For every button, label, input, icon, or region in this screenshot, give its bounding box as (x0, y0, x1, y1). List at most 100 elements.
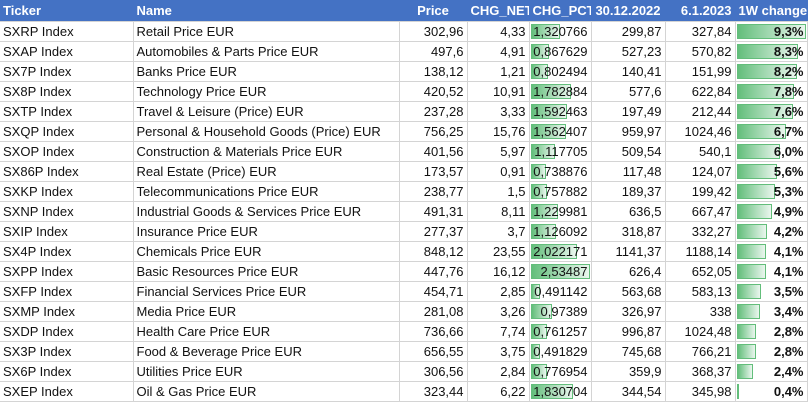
col-header-chg-pct[interactable]: CHG_PCT (529, 0, 592, 22)
price-cell[interactable]: 497,6 (399, 41, 468, 62)
ticker-cell[interactable]: SXOP Index (0, 141, 134, 162)
ticker-cell[interactable]: SXNP Index (0, 201, 134, 222)
price-cell[interactable]: 656,55 (399, 341, 468, 362)
name-cell[interactable]: Chemicals Price EUR (133, 241, 400, 262)
chg-net-cell[interactable]: 4,33 (467, 21, 530, 42)
chg-net-cell[interactable]: 4,91 (467, 41, 530, 62)
chg-pct-cell[interactable]: 0,738876 (529, 161, 592, 182)
week-change-cell[interactable]: 3,5% (735, 281, 808, 302)
date1-cell[interactable]: 344,54 (591, 381, 666, 402)
table-row[interactable]: SXNP Index Industrial Goods & Services Pr… (0, 201, 808, 222)
ticker-cell[interactable]: SXIP Index (0, 221, 134, 242)
name-cell[interactable]: Oil & Gas Price EUR (133, 381, 400, 402)
date1-cell[interactable]: 745,68 (591, 341, 666, 362)
week-change-cell[interactable]: 4,1% (735, 241, 808, 262)
col-header-date-2[interactable]: 6.1.2023 (665, 0, 736, 22)
name-cell[interactable]: Media Price EUR (133, 301, 400, 322)
ticker-cell[interactable]: SXEP Index (0, 381, 134, 402)
table-row[interactable]: SXOP Index Construction & Materials Price… (0, 141, 808, 162)
price-cell[interactable]: 277,37 (399, 221, 468, 242)
table-row[interactable]: SXKP Index Telecommunications Price EUR 23… (0, 181, 808, 202)
date2-cell[interactable]: 1188,14 (665, 241, 736, 262)
price-cell[interactable]: 173,57 (399, 161, 468, 182)
date1-cell[interactable]: 996,87 (591, 321, 666, 342)
week-change-cell[interactable]: 7,6% (735, 101, 808, 122)
price-cell[interactable]: 238,77 (399, 181, 468, 202)
ticker-cell[interactable]: SX6P Index (0, 361, 134, 382)
week-change-cell[interactable]: 5,3% (735, 181, 808, 202)
col-header-week-change[interactable]: 1W change (735, 0, 808, 22)
chg-net-cell[interactable]: 3,7 (467, 221, 530, 242)
name-cell[interactable]: Food & Beverage Price EUR (133, 341, 400, 362)
name-cell[interactable]: Travel & Leisure (Price) EUR (133, 101, 400, 122)
date1-cell[interactable]: 577,6 (591, 81, 666, 102)
date2-cell[interactable]: 667,47 (665, 201, 736, 222)
table-row[interactable]: SXTP Index Travel & Leisure (Price) EUR 23… (0, 101, 808, 122)
table-row[interactable]: SXQP Index Personal & Household Goods (Pr… (0, 121, 808, 142)
ticker-cell[interactable]: SXRP Index (0, 21, 134, 42)
chg-pct-cell[interactable]: 1,782884 (529, 81, 592, 102)
date1-cell[interactable]: 299,87 (591, 21, 666, 42)
date1-cell[interactable]: 527,23 (591, 41, 666, 62)
week-change-cell[interactable]: 4,2% (735, 221, 808, 242)
date2-cell[interactable]: 151,99 (665, 61, 736, 82)
table-row[interactable]: SXPP Index Basic Resources Price EUR 447,7… (0, 261, 808, 282)
name-cell[interactable]: Basic Resources Price EUR (133, 261, 400, 282)
chg-pct-cell[interactable]: 0,802494 (529, 61, 592, 82)
chg-net-cell[interactable]: 1,5 (467, 181, 530, 202)
table-row[interactable]: SX4P Index Chemicals Price EUR 848,12 23,55… (0, 241, 808, 262)
week-change-cell[interactable]: 4,9% (735, 201, 808, 222)
price-cell[interactable]: 420,52 (399, 81, 468, 102)
date2-cell[interactable]: 540,1 (665, 141, 736, 162)
week-change-cell[interactable]: 3,4% (735, 301, 808, 322)
date1-cell[interactable]: 563,68 (591, 281, 666, 302)
name-cell[interactable]: Telecommunications Price EUR (133, 181, 400, 202)
date2-cell[interactable]: 622,84 (665, 81, 736, 102)
name-cell[interactable]: Health Care Price EUR (133, 321, 400, 342)
chg-net-cell[interactable]: 5,97 (467, 141, 530, 162)
chg-net-cell[interactable]: 3,26 (467, 301, 530, 322)
week-change-cell[interactable]: 6,0% (735, 141, 808, 162)
date1-cell[interactable]: 959,97 (591, 121, 666, 142)
date2-cell[interactable]: 199,42 (665, 181, 736, 202)
ticker-cell[interactable]: SXFP Index (0, 281, 134, 302)
week-change-cell[interactable]: 7,8% (735, 81, 808, 102)
chg-net-cell[interactable]: 15,76 (467, 121, 530, 142)
chg-pct-cell[interactable]: 2,022171 (529, 241, 592, 262)
date1-cell[interactable]: 117,48 (591, 161, 666, 182)
chg-pct-cell[interactable]: 2,53487 (529, 261, 592, 282)
col-header-chg-net[interactable]: CHG_NET (467, 0, 530, 22)
chg-pct-cell[interactable]: 1,117705 (529, 141, 592, 162)
ticker-cell[interactable]: SXMP Index (0, 301, 134, 322)
ticker-cell[interactable]: SX3P Index (0, 341, 134, 362)
ticker-cell[interactable]: SXTP Index (0, 101, 134, 122)
price-cell[interactable]: 306,56 (399, 361, 468, 382)
table-row[interactable]: SX7P Index Banks Price EUR 138,12 1,21 0,802… (0, 61, 808, 82)
date2-cell[interactable]: 124,07 (665, 161, 736, 182)
col-header-date-1[interactable]: 30.12.2022 (591, 0, 666, 22)
ticker-cell[interactable]: SXAP Index (0, 41, 134, 62)
date2-cell[interactable]: 368,37 (665, 361, 736, 382)
table-row[interactable]: SXDP Index Health Care Price EUR 736,66 7,7… (0, 321, 808, 342)
week-change-cell[interactable]: 2,8% (735, 321, 808, 342)
ticker-cell[interactable]: SX8P Index (0, 81, 134, 102)
chg-pct-cell[interactable]: 0,491142 (529, 281, 592, 302)
date1-cell[interactable]: 326,97 (591, 301, 666, 322)
price-cell[interactable]: 138,12 (399, 61, 468, 82)
table-row[interactable]: SXEP Index Oil & Gas Price EUR 323,44 6,22 1… (0, 381, 808, 402)
chg-pct-cell[interactable]: 1,592463 (529, 101, 592, 122)
chg-net-cell[interactable]: 7,74 (467, 321, 530, 342)
date1-cell[interactable]: 189,37 (591, 181, 666, 202)
price-cell[interactable]: 848,12 (399, 241, 468, 262)
chg-pct-cell[interactable]: 0,761257 (529, 321, 592, 342)
chg-net-cell[interactable]: 16,12 (467, 261, 530, 282)
price-cell[interactable]: 302,96 (399, 21, 468, 42)
week-change-cell[interactable]: 2,8% (735, 341, 808, 362)
chg-net-cell[interactable]: 10,91 (467, 81, 530, 102)
ticker-cell[interactable]: SX4P Index (0, 241, 134, 262)
chg-net-cell[interactable]: 1,21 (467, 61, 530, 82)
chg-net-cell[interactable]: 6,22 (467, 381, 530, 402)
week-change-cell[interactable]: 0,4% (735, 381, 808, 402)
table-row[interactable]: SXFP Index Financial Services Price EUR 45… (0, 281, 808, 302)
date2-cell[interactable]: 1024,48 (665, 321, 736, 342)
